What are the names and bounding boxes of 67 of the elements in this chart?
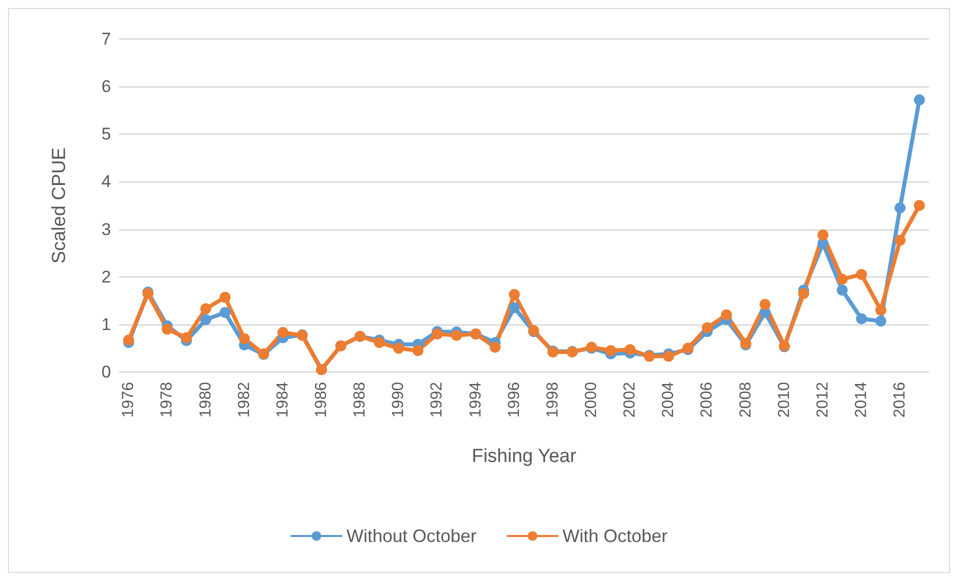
point: [760, 298, 771, 310]
y-tick-label: 5: [102, 124, 111, 144]
point: [721, 309, 732, 320]
point: [605, 345, 616, 356]
x-tick-label: 2010: [776, 382, 793, 418]
point: [412, 345, 424, 356]
y-tick-label: 0: [102, 362, 111, 382]
x-tick-label: 2006: [698, 382, 716, 418]
x-tick-label: 2012: [814, 382, 832, 418]
point: [238, 333, 250, 344]
x-tick-label: 1984: [274, 382, 292, 418]
legend-label: Without October: [346, 526, 477, 546]
point: [914, 94, 925, 106]
point: [490, 342, 501, 353]
x-tick-label: 1982: [236, 382, 253, 418]
point: [856, 313, 867, 324]
point: [836, 284, 848, 296]
x-tick-label: 1986: [313, 382, 330, 418]
x-tick-label: 1980: [197, 382, 214, 418]
x-tick-label: 1990: [390, 382, 408, 418]
y-axis-title: Scaled CPUE: [49, 147, 70, 264]
point: [894, 202, 906, 214]
point: [200, 303, 212, 314]
x-tick-label: 1992: [428, 382, 446, 418]
x-tick-label: 2004: [660, 382, 678, 418]
y-tick-label: 2: [102, 267, 111, 286]
x-tick-label: 2002: [622, 382, 639, 418]
point: [393, 342, 404, 354]
x-tick-label: 1976: [120, 382, 138, 418]
point: [914, 200, 925, 211]
point: [856, 268, 867, 280]
point: [875, 316, 886, 327]
x-tick-label: 1994: [467, 382, 484, 418]
y-tick-label: 6: [102, 77, 111, 96]
x-tick-label: 1996: [506, 382, 523, 418]
x-tick-label: 1978: [158, 382, 176, 418]
point: [277, 327, 288, 338]
point: [663, 350, 674, 362]
point: [798, 288, 810, 300]
point: [374, 337, 385, 348]
point: [508, 288, 520, 300]
x-tick-label: 1998: [544, 382, 562, 418]
y-tick-label: 7: [102, 30, 111, 48]
x-tick-label: 2008: [737, 382, 754, 418]
y-tick-label: 1: [102, 314, 111, 334]
legend-label: With October: [562, 526, 668, 546]
point: [508, 302, 520, 314]
point: [200, 314, 212, 326]
point: [220, 292, 231, 303]
point: [162, 324, 173, 335]
point: [624, 344, 636, 356]
point: [123, 334, 134, 346]
y-tick-label: 3: [102, 220, 111, 239]
y-tick-label: 4: [102, 172, 111, 192]
x-tick-label: 1988: [352, 382, 369, 418]
point: [702, 322, 713, 334]
x-tick-label: 2014: [853, 382, 870, 418]
point: [836, 274, 848, 285]
point: [451, 330, 462, 341]
x-axis-title: Fishing Year: [472, 446, 577, 467]
point: [220, 307, 231, 318]
x-tick-label: 2000: [583, 382, 600, 418]
point: [181, 332, 192, 344]
point: [894, 234, 906, 246]
point: [875, 304, 886, 316]
point: [817, 229, 828, 240]
x-tick-label: 2016: [892, 382, 909, 418]
